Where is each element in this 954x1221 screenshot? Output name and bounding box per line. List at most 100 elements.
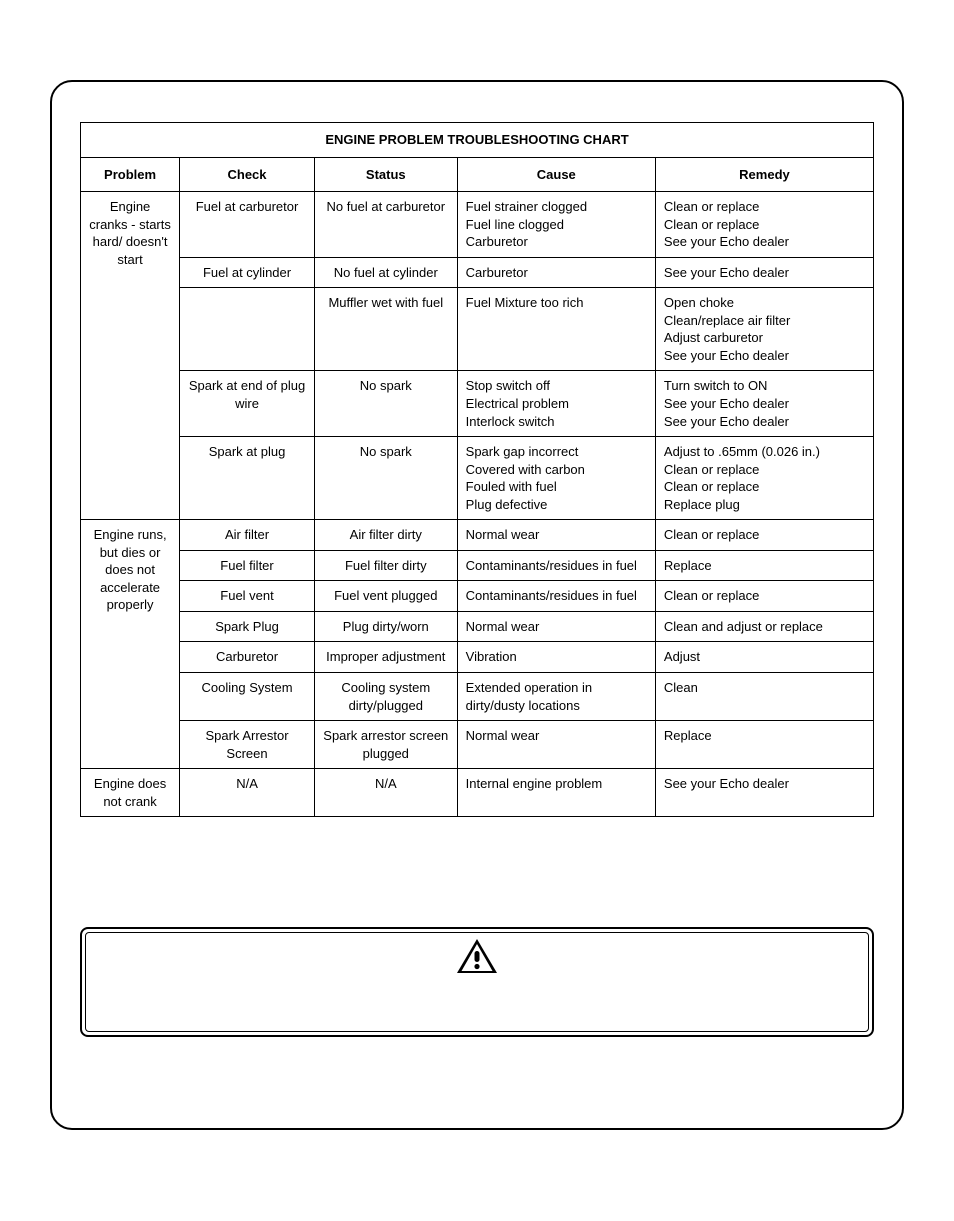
remedy-cell: Adjust to .65mm (0.026 in.) Clean or rep… xyxy=(655,437,873,520)
cause-cell: Internal engine problem xyxy=(457,769,655,817)
cause-line: Internal engine problem xyxy=(466,775,647,793)
remedy-cell: Replace xyxy=(655,550,873,581)
remedy-line: Clean and adjust or replace xyxy=(664,618,865,636)
cause-line: Carburetor xyxy=(466,264,647,282)
col-status: Status xyxy=(314,157,457,192)
check-cell: Fuel at carburetor xyxy=(180,192,315,258)
cause-line: Contaminants/residues in fuel xyxy=(466,587,647,605)
cause-line: Normal wear xyxy=(466,618,647,636)
warning-box xyxy=(80,927,874,1037)
check-cell xyxy=(180,288,315,371)
status-cell: No spark xyxy=(314,437,457,520)
cause-line: Covered with carbon xyxy=(466,461,647,479)
cause-cell: Stop switch off Electrical problem Inter… xyxy=(457,371,655,437)
col-check: Check xyxy=(180,157,315,192)
table-row: Spark at end of plug wire No spark Stop … xyxy=(81,371,874,437)
cause-cell: Fuel Mixture too rich xyxy=(457,288,655,371)
table-row: Carburetor Improper adjustment Vibration… xyxy=(81,642,874,673)
cause-line: Fouled with fuel xyxy=(466,478,647,496)
check-cell: Spark at end of plug wire xyxy=(180,371,315,437)
table-row: Spark Plug Plug dirty/worn Normal wear C… xyxy=(81,611,874,642)
check-cell: Carburetor xyxy=(180,642,315,673)
check-cell: Fuel filter xyxy=(180,550,315,581)
cause-cell: Extended operation in dirty/dusty locati… xyxy=(457,673,655,721)
table-row: Engine runs, but dies or does not accele… xyxy=(81,520,874,551)
check-cell: Fuel vent xyxy=(180,581,315,612)
cause-line: Interlock switch xyxy=(466,413,647,431)
table-row: Fuel filter Fuel filter dirty Contaminan… xyxy=(81,550,874,581)
table-row: Engine cranks - starts hard/ doesn't sta… xyxy=(81,192,874,258)
cause-cell: Normal wear xyxy=(457,611,655,642)
remedy-line: Clean or replace xyxy=(664,461,865,479)
cause-line: Electrical problem xyxy=(466,395,647,413)
remedy-cell: See your Echo dealer xyxy=(655,769,873,817)
cause-line: Fuel Mixture too rich xyxy=(466,294,647,312)
remedy-line: Open choke xyxy=(664,294,865,312)
cause-line: Normal wear xyxy=(466,526,647,544)
cause-line: Plug defective xyxy=(466,496,647,514)
remedy-line: Clean or replace xyxy=(664,478,865,496)
status-cell: Fuel vent plugged xyxy=(314,581,457,612)
check-cell: Air filter xyxy=(180,520,315,551)
status-cell: No fuel at carburetor xyxy=(314,192,457,258)
remedy-line: See your Echo dealer xyxy=(664,413,865,431)
remedy-line: See your Echo dealer xyxy=(664,347,865,365)
status-cell: N/A xyxy=(314,769,457,817)
problem-cell: Engine does not crank xyxy=(81,769,180,817)
cause-line: Normal wear xyxy=(466,727,647,745)
warning-icon xyxy=(455,937,499,975)
check-cell: N/A xyxy=(180,769,315,817)
table-row: Spark Arrestor Screen Spark arrestor scr… xyxy=(81,721,874,769)
status-cell: No fuel at cylinder xyxy=(314,257,457,288)
cause-line: Contaminants/residues in fuel xyxy=(466,557,647,575)
remedy-line: Clean or replace xyxy=(664,526,865,544)
remedy-cell: Clean and adjust or replace xyxy=(655,611,873,642)
status-cell: Air filter dirty xyxy=(314,520,457,551)
status-cell: Improper adjustment xyxy=(314,642,457,673)
cause-cell: Contaminants/residues in fuel xyxy=(457,581,655,612)
col-remedy: Remedy xyxy=(655,157,873,192)
remedy-line: Clean or replace xyxy=(664,587,865,605)
status-cell: Spark arrestor screen plugged xyxy=(314,721,457,769)
troubleshooting-table: ENGINE PROBLEM TROUBLESHOOTING CHART Pro… xyxy=(80,122,874,817)
status-cell: No spark xyxy=(314,371,457,437)
page: ENGINE PROBLEM TROUBLESHOOTING CHART Pro… xyxy=(0,0,954,1221)
warning-box-inner xyxy=(85,932,869,1032)
remedy-line: See your Echo dealer xyxy=(664,233,865,251)
check-cell: Spark Plug xyxy=(180,611,315,642)
remedy-line: Adjust xyxy=(664,648,865,666)
cause-cell: Spark gap incorrect Covered with carbon … xyxy=(457,437,655,520)
remedy-cell: Turn switch to ON See your Echo dealer S… xyxy=(655,371,873,437)
remedy-line: Replace xyxy=(664,557,865,575)
check-cell: Spark Arrestor Screen xyxy=(180,721,315,769)
table-row: Muffler wet with fuel Fuel Mixture too r… xyxy=(81,288,874,371)
col-problem: Problem xyxy=(81,157,180,192)
cause-line: Stop switch off xyxy=(466,377,647,395)
cause-line: Spark gap incorrect xyxy=(466,443,647,461)
remedy-line: Clean xyxy=(664,679,865,697)
problem-cell: Engine cranks - starts hard/ doesn't sta… xyxy=(81,192,180,520)
remedy-line: Turn switch to ON xyxy=(664,377,865,395)
status-cell: Cooling system dirty/plugged xyxy=(314,673,457,721)
cause-line: Carburetor xyxy=(466,233,647,251)
cause-line: Vibration xyxy=(466,648,647,666)
status-cell: Plug dirty/worn xyxy=(314,611,457,642)
remedy-cell: Open choke Clean/replace air filter Adju… xyxy=(655,288,873,371)
table-row: Fuel at cylinder No fuel at cylinder Car… xyxy=(81,257,874,288)
table-title-row: ENGINE PROBLEM TROUBLESHOOTING CHART xyxy=(81,123,874,158)
status-cell: Fuel filter dirty xyxy=(314,550,457,581)
remedy-line: Clean or replace xyxy=(664,198,865,216)
table-title: ENGINE PROBLEM TROUBLESHOOTING CHART xyxy=(81,123,874,158)
table-row: Engine does not crank N/A N/A Internal e… xyxy=(81,769,874,817)
status-cell: Muffler wet with fuel xyxy=(314,288,457,371)
cause-line: Fuel line clogged xyxy=(466,216,647,234)
remedy-line: Replace xyxy=(664,727,865,745)
table-row: Spark at plug No spark Spark gap incorre… xyxy=(81,437,874,520)
cause-cell: Normal wear xyxy=(457,721,655,769)
remedy-line: See your Echo dealer xyxy=(664,264,865,282)
cause-cell: Fuel strainer clogged Fuel line clogged … xyxy=(457,192,655,258)
cause-cell: Normal wear xyxy=(457,520,655,551)
remedy-line: Replace plug xyxy=(664,496,865,514)
check-cell: Spark at plug xyxy=(180,437,315,520)
cause-cell: Vibration xyxy=(457,642,655,673)
